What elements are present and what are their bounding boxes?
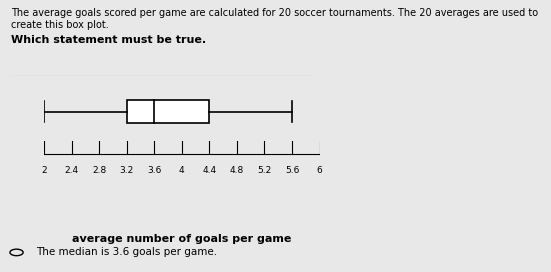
Text: 2.4: 2.4	[64, 166, 79, 175]
Text: 2: 2	[41, 166, 47, 175]
Text: average number of goals per game: average number of goals per game	[72, 234, 291, 244]
Text: 4: 4	[179, 166, 185, 175]
Bar	[127, 100, 209, 123]
Text: 2.8: 2.8	[92, 166, 106, 175]
Text: 3.6: 3.6	[147, 166, 161, 175]
Text: 4.4: 4.4	[202, 166, 217, 175]
Text: The average goals scored per game are calculated for 20 soccer tournaments. The : The average goals scored per game are ca…	[11, 8, 538, 30]
Text: 3.2: 3.2	[120, 166, 134, 175]
Text: 5.2: 5.2	[257, 166, 272, 175]
Text: Which statement must be true.: Which statement must be true.	[11, 35, 206, 45]
Text: The median is 3.6 goals per game.: The median is 3.6 goals per game.	[36, 248, 217, 257]
Text: 4.8: 4.8	[230, 166, 244, 175]
Text: 5.6: 5.6	[285, 166, 299, 175]
Text: 6: 6	[317, 166, 322, 175]
